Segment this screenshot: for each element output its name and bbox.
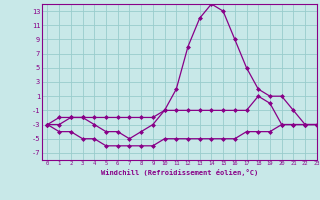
X-axis label: Windchill (Refroidissement éolien,°C): Windchill (Refroidissement éolien,°C) [100, 169, 258, 176]
